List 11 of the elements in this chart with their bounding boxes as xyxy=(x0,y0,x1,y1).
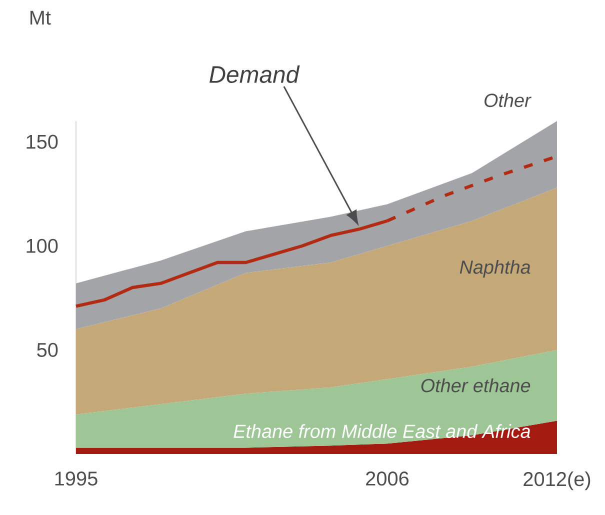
series-label: Other xyxy=(484,93,532,108)
y-tick-label: 150 xyxy=(26,134,58,149)
x-tick-label: 1995 xyxy=(55,472,98,486)
series-label: Other ethane xyxy=(421,378,530,392)
x-tick-label: 2012(e) xyxy=(524,472,590,490)
text: Demand xyxy=(209,65,300,84)
y-tick-label: 100 xyxy=(26,238,58,253)
series-label: Naphtha xyxy=(460,260,530,278)
y-axis-title: Mt xyxy=(30,10,51,25)
y-tick-label: 50 xyxy=(37,342,58,357)
x-tick-label: 2006 xyxy=(366,472,409,486)
